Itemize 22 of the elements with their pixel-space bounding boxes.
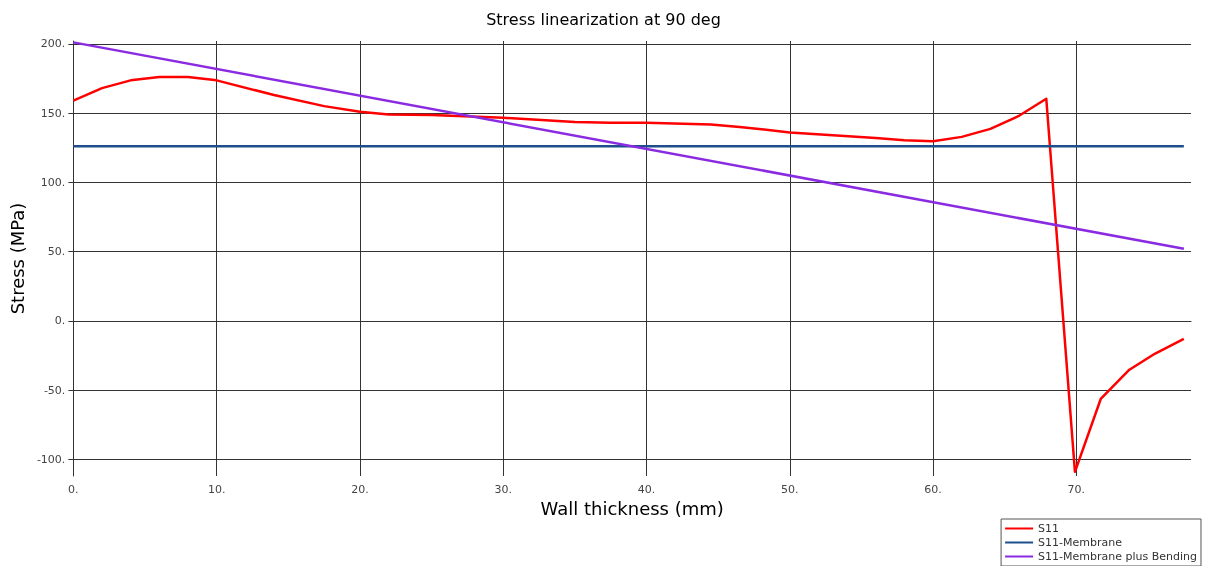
legend-label: S11-Membrane plus Bending	[1038, 550, 1197, 563]
x-tick-label: 20.	[351, 483, 369, 496]
y-axis-title: Stress (MPa)	[6, 202, 28, 315]
y-tick-label: -50.	[43, 383, 66, 397]
x-tick-label: 70.	[1067, 483, 1086, 496]
y-tick-label: 50.	[47, 245, 66, 259]
x-tick-label: 0.	[68, 483, 79, 496]
line-series	[72, 75, 1186, 474]
x-tick-label: 10.	[207, 483, 226, 496]
y-tick-label: 150.	[40, 106, 66, 120]
x-tick-label: 50.	[781, 483, 799, 496]
y-tick-label: 100.	[40, 175, 66, 189]
x-tick-label: 40.	[637, 483, 656, 496]
legend-label: S11	[1038, 522, 1060, 535]
y-tick-label: 200.	[40, 37, 66, 51]
chart-title: Stress linearization at 90 deg	[486, 9, 721, 29]
legend-label: S11-Membrane	[1038, 536, 1123, 549]
x-tick-label: 30.	[494, 483, 512, 496]
x-tick-label: 60.	[924, 483, 942, 496]
y-tick-label: 0.	[54, 314, 66, 328]
y-tick-label: -100.	[36, 452, 66, 466]
x-axis-title: Wall thickness (mm)	[540, 498, 724, 520]
